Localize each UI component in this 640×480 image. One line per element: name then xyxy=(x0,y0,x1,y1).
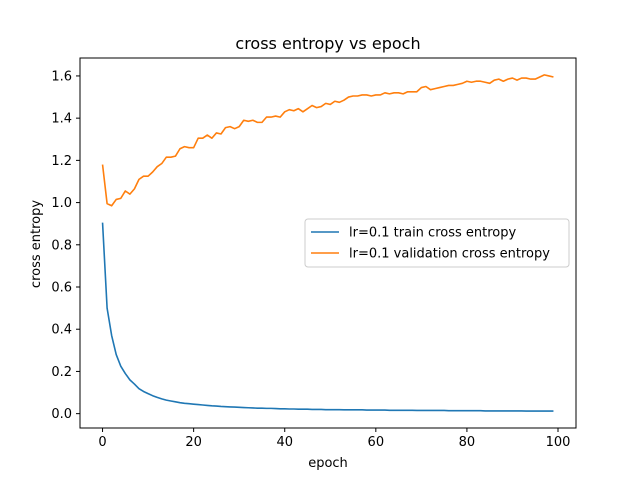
series-line-1 xyxy=(101,222,554,412)
legend-entry: lr=0.1 validation cross entropy xyxy=(349,247,550,262)
y-tick-label: 1.4 xyxy=(51,112,72,127)
x-tick-label: 0 xyxy=(98,435,106,450)
chart-title: cross entropy vs epoch xyxy=(235,34,420,53)
x-tick-label: 20 xyxy=(185,435,202,450)
x-tick-label: 40 xyxy=(276,435,293,450)
y-tick-label: 0.6 xyxy=(51,281,72,296)
x-tick-label: 60 xyxy=(368,435,385,450)
legend-entry: lr=0.1 train cross entropy xyxy=(349,226,516,241)
y-tick-label: 1.6 xyxy=(51,69,72,84)
series-line-2 xyxy=(101,74,554,207)
legend-box xyxy=(304,218,570,268)
y-tick-label: 0.8 xyxy=(51,238,72,253)
x-tick-label: 80 xyxy=(459,435,476,450)
y-axis: 0.0 0.2 0.4 0.6 0.8 1.0 1.2 1.4 1.6 xyxy=(51,69,80,422)
plot-frame xyxy=(79,57,577,429)
x-tick-label: 100 xyxy=(546,435,571,450)
x-axis-label: epoch xyxy=(308,456,348,471)
x-axis: 0 20 40 60 80 100 xyxy=(98,428,570,450)
y-tick-label: 0.0 xyxy=(51,407,72,422)
legend: lr=0.1 train cross entropy lr=0.1 validat… xyxy=(304,218,570,268)
series-layer xyxy=(101,74,554,412)
y-tick-label: 1.0 xyxy=(51,196,72,211)
y-tick-label: 1.2 xyxy=(51,154,72,169)
y-axis-label: cross entropy xyxy=(29,200,44,288)
y-tick-label: 0.2 xyxy=(51,365,72,380)
y-tick-label: 0.4 xyxy=(51,323,72,338)
